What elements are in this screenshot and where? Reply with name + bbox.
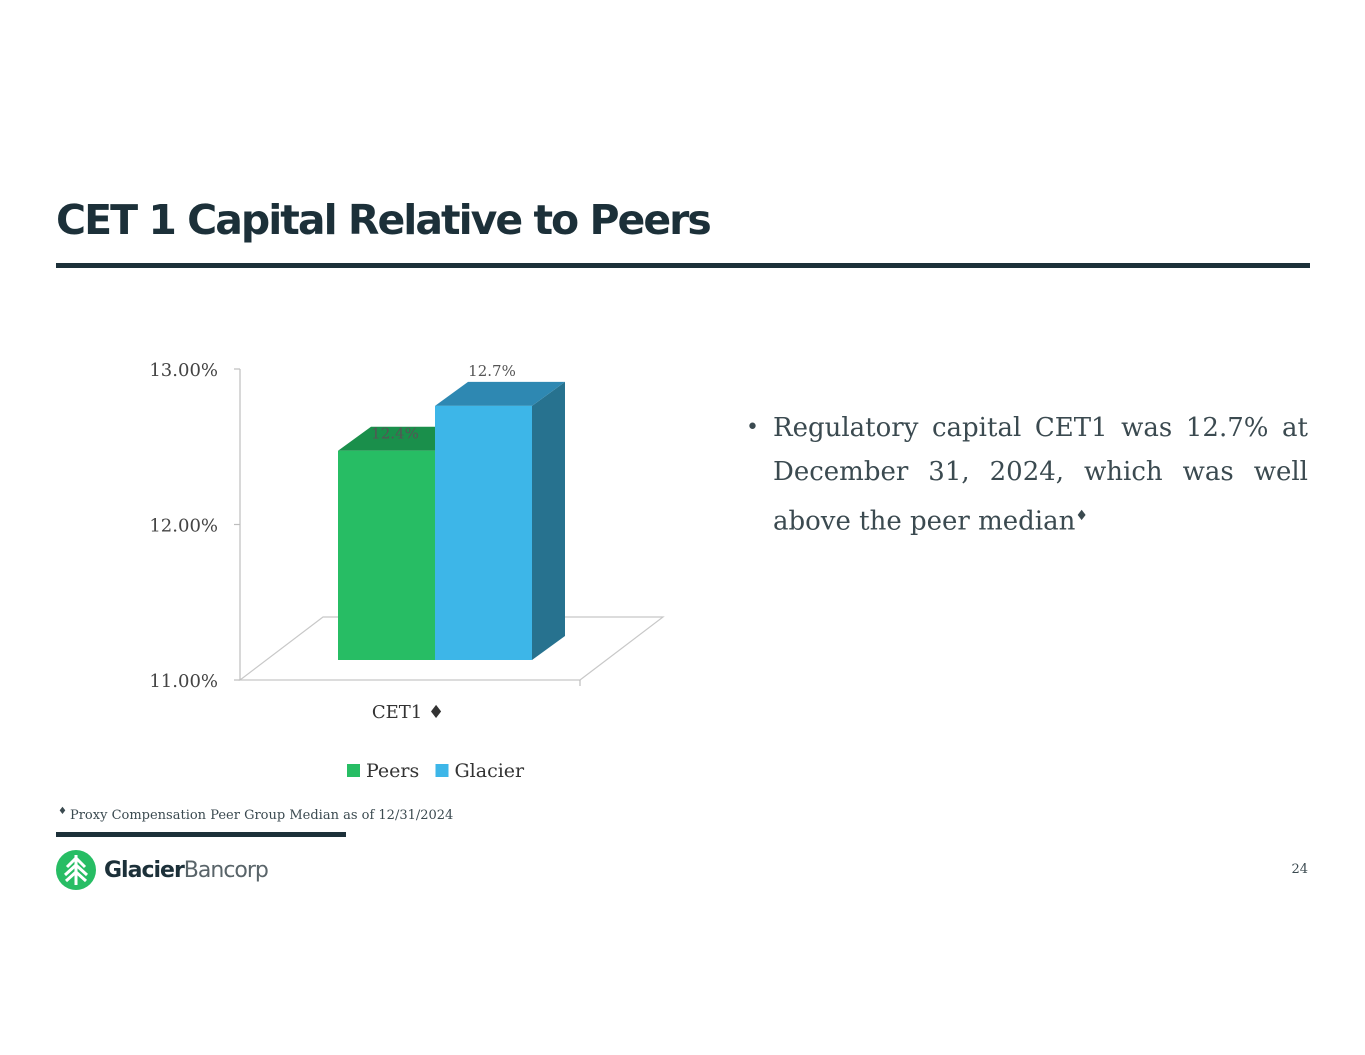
legend-label-glacier: Glacier [455,760,526,782]
peer-median-mark: ♦ [1075,508,1088,524]
logo-name-light: Bancorp [183,857,269,883]
summary-bullets: Regulatory capital CET1 was 12.7% at Dec… [746,406,1308,544]
footnote: ♦ Proxy Compensation Peer Group Median as… [58,806,454,823]
page-title: CET 1 Capital Relative to Peers [56,196,712,244]
legend-swatch-glacier [435,764,449,777]
y-tick-label: 12.00% [149,516,218,537]
legend-swatch-peers [347,764,360,777]
cet1-bar-chart: 11.00% 12.00% 13.00% 12.4% 12.7% CET1 ♦ Peers G… [149,360,665,782]
data-label-glacier: 12.7% [468,362,516,380]
footnote-divider [56,832,346,837]
page-number: 24 [1291,862,1308,877]
bar-peers [338,450,435,660]
y-tick-label: 13.00% [149,360,218,381]
y-tick-label: 11.00% [149,671,218,692]
logo-wordmark: GlacierBancorp [104,857,269,883]
footnote-text: Proxy Compensation Peer Group Median as … [69,808,454,823]
title-divider [56,263,1310,268]
legend-label-peers: Peers [366,760,419,782]
bullet-text: Regulatory capital CET1 was 12.7% at Dec… [773,413,1308,537]
bar-top-glacier [435,381,565,406]
glacier-tree-icon [56,850,96,890]
logo-name-bold: Glacier [104,857,185,883]
data-label-peers: 12.4% [371,425,419,443]
bullet-item: Regulatory capital CET1 was 12.7% at Dec… [746,406,1308,544]
bar-side-glacier [532,381,565,660]
footnote-mark: ♦ [58,806,67,817]
bar-glacier [435,405,532,660]
chart-floor [238,616,665,681]
x-category-label: CET1 ♦ [372,702,444,723]
company-logo: GlacierBancorp [56,850,269,890]
